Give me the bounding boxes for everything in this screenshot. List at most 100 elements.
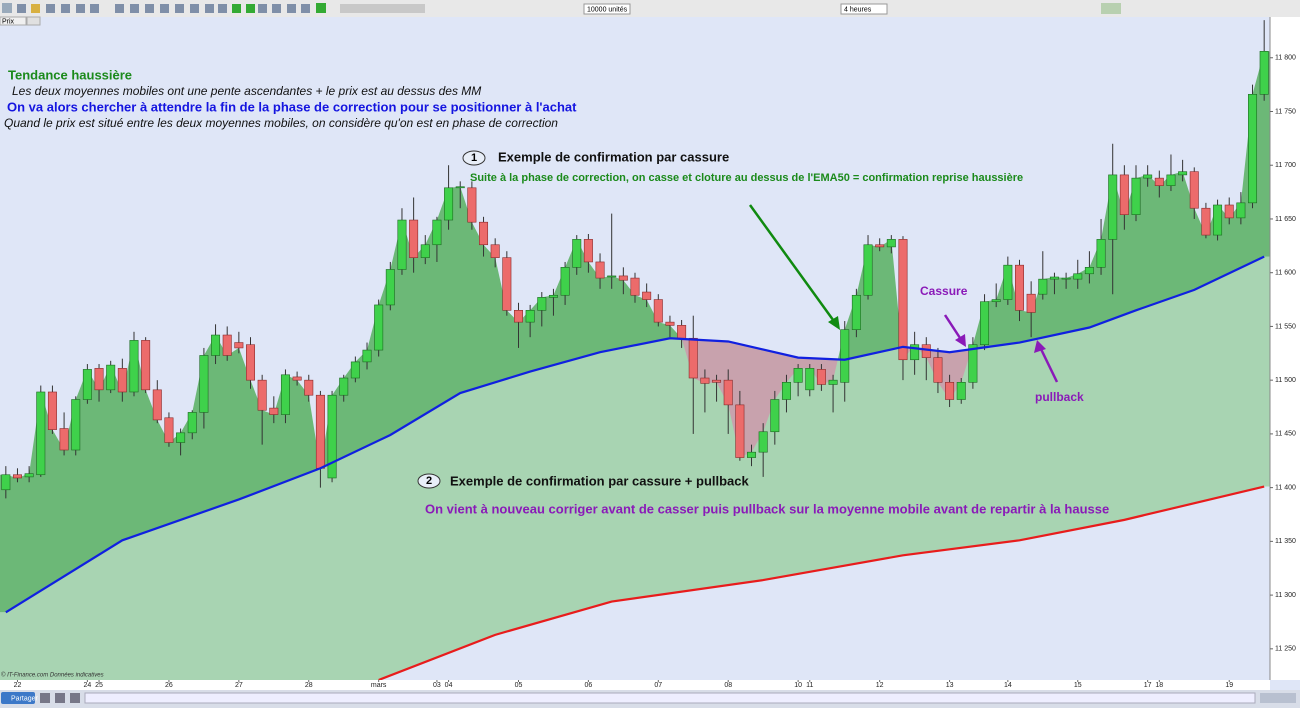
x-tick-label: 08 <box>724 682 732 689</box>
status-icon[interactable] <box>55 693 65 703</box>
x-tick-label: 11 <box>806 682 813 689</box>
arrowhead <box>1034 340 1046 353</box>
x-tick-label: mars <box>371 682 387 689</box>
tool-icon[interactable] <box>258 4 267 13</box>
candle-body <box>246 344 255 381</box>
candle-body <box>1049 276 1059 280</box>
tool-icon[interactable] <box>115 4 124 13</box>
badge-number: 1 <box>471 152 477 164</box>
tool-icon[interactable] <box>218 4 227 13</box>
tool-icon[interactable] <box>175 4 184 13</box>
example-desc: On vient à nouveau corriger avant de cas… <box>425 501 1109 516</box>
candle-body <box>1201 207 1211 236</box>
units-select[interactable] <box>583 3 631 15</box>
tool-icon[interactable] <box>61 4 70 13</box>
candle-body <box>1224 204 1234 219</box>
tab-button[interactable] <box>26 16 41 26</box>
candle-body <box>712 379 722 383</box>
y-tick-label: 11 400 <box>1275 484 1296 491</box>
candle-body <box>327 394 337 479</box>
y-tick-label: 11 600 <box>1275 270 1296 277</box>
x-tick-label: 10 <box>794 682 802 689</box>
y-tick-label: 11 650 <box>1275 216 1296 223</box>
tool-icon[interactable] <box>205 4 214 13</box>
moving-average <box>5 255 1265 614</box>
tool-icon[interactable] <box>130 4 139 13</box>
candle-body <box>187 412 197 434</box>
candle-body <box>397 219 407 270</box>
candle-body <box>1131 177 1141 215</box>
x-tick-label: 06 <box>584 682 592 689</box>
candle-body <box>36 391 46 476</box>
share-label: Partager <box>11 695 39 702</box>
share-button[interactable] <box>1 692 35 704</box>
x-tick-label: 05 <box>515 682 523 689</box>
tool-icon[interactable] <box>272 4 281 13</box>
tool-icon[interactable] <box>301 4 310 13</box>
x-tick-label: 15 <box>1074 682 1082 689</box>
status-icon[interactable] <box>70 693 80 703</box>
candle-body <box>304 379 314 396</box>
tool-icon[interactable] <box>145 4 154 13</box>
x-tick-label: 28 <box>305 682 313 689</box>
period-select[interactable] <box>840 3 888 15</box>
trend-title: Tendance haussière <box>8 67 132 82</box>
candle-body <box>222 334 232 356</box>
candle-body <box>875 244 885 248</box>
candle-body <box>700 377 710 384</box>
candle-body <box>840 329 850 383</box>
tool-icon[interactable] <box>246 4 255 13</box>
tool-icon[interactable] <box>232 4 241 13</box>
candle-body <box>24 473 34 478</box>
trend-desc: Les deux moyennes mobiles ont une pente … <box>12 84 481 98</box>
axes: 11 250 11 300 11 350 11 400 11 450 11 500 11 5… <box>14 55 1296 689</box>
candle-body <box>1178 171 1188 176</box>
candle-body <box>385 269 395 306</box>
x-tick-label: 18 <box>1155 682 1163 689</box>
candle-body <box>863 244 873 296</box>
scrollbar[interactable] <box>84 692 1256 704</box>
tool-icon[interactable] <box>287 4 296 13</box>
candle-body <box>618 275 628 281</box>
candle-body <box>1248 94 1258 204</box>
zoom-buttons[interactable] <box>1260 693 1296 703</box>
candle-body <box>595 261 605 279</box>
candle-body <box>71 399 81 451</box>
candle-body <box>956 382 966 400</box>
tool-icon[interactable] <box>160 4 169 13</box>
tool-icon[interactable] <box>190 4 199 13</box>
tool-icon[interactable] <box>17 4 26 13</box>
candle-body <box>607 275 617 278</box>
price-tab[interactable] <box>0 16 27 26</box>
chart-type-button[interactable] <box>1101 3 1121 14</box>
candle-body <box>688 337 698 379</box>
candle-body <box>1119 174 1129 215</box>
price-tab-label: Prix <box>2 18 15 25</box>
tool-icon[interactable] <box>2 3 12 13</box>
x-tick-label: 12 <box>876 682 884 689</box>
candle-body <box>642 291 652 300</box>
candle-body <box>12 474 22 479</box>
annotations: Tendance haussière Les deux moyennes mob… <box>4 67 1109 516</box>
candle-body <box>933 357 943 383</box>
example-desc: Suite à la phase de correction, on casse… <box>470 172 1023 184</box>
tool-icon[interactable] <box>31 4 40 13</box>
y-tick-label: 11 750 <box>1275 108 1296 115</box>
candle-body <box>1015 264 1024 311</box>
tool-icon[interactable] <box>76 4 85 13</box>
x-tick-label: 27 <box>235 682 243 689</box>
candle-body <box>467 187 477 223</box>
tool-icon[interactable] <box>316 3 326 13</box>
candle-body <box>548 294 558 298</box>
color-palette[interactable] <box>340 4 425 13</box>
candle-body <box>747 451 757 458</box>
candle-body <box>1084 267 1094 275</box>
candle-body <box>432 219 442 246</box>
status-icon[interactable] <box>40 693 50 703</box>
candle-body <box>980 301 990 346</box>
tool-icon[interactable] <box>46 4 55 13</box>
tool-icon[interactable] <box>90 4 99 13</box>
y-tick-label: 11 700 <box>1275 162 1296 169</box>
moving-average <box>378 485 1265 680</box>
